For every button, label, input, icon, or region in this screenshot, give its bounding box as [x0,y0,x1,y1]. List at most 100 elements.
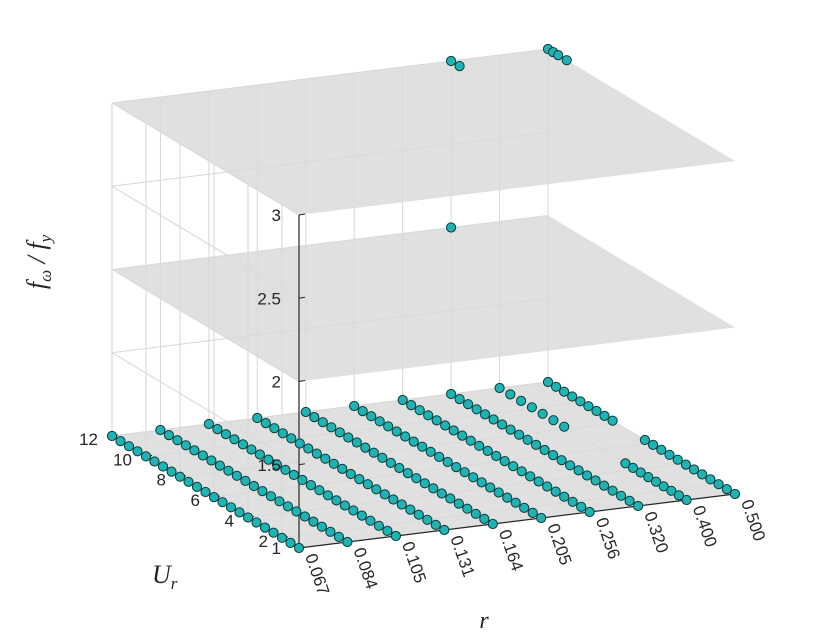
data-point [328,458,339,469]
data-point [320,453,331,464]
data-point [223,465,234,476]
data-point [280,464,291,475]
data-point [487,518,498,530]
data-point [713,479,724,490]
data-point [648,439,659,450]
data-point [584,506,595,518]
z-tick-label: 2 [272,373,281,392]
z-tick-mark [298,380,306,382]
data-point [305,480,316,491]
data-point [388,494,399,505]
z-tick-mark [298,296,306,299]
data-point [482,445,493,456]
data-point [251,517,262,528]
data-point [383,421,394,432]
z-tick-label: 3 [272,206,281,225]
data-point [582,470,593,481]
data-point [488,414,499,425]
data-point [590,475,601,486]
data-point [510,497,521,508]
data-point [559,421,570,432]
x-tick-label: 0.164 [495,527,527,573]
y-tick-label: 4 [225,511,234,530]
data-point [556,455,567,466]
data-point [502,492,513,503]
data-point [385,457,396,468]
y-tick-labels: 2 4 6 8 10 12 [79,430,268,551]
data-point [316,521,327,532]
data-point [559,491,570,502]
data-point [274,496,285,507]
data-point [345,468,356,480]
data-point [505,389,516,400]
data-point [459,467,470,478]
data-point [405,504,416,515]
data-point [334,427,345,438]
data-point [439,524,450,536]
data-point [664,449,675,460]
data-point [325,526,336,537]
data-point [396,499,407,510]
data-point [149,456,160,467]
data-point [639,434,651,446]
data-point [391,426,402,437]
data-point [531,439,542,450]
data-point [174,471,186,482]
data-point [533,476,544,487]
data-point [354,474,365,485]
data-point [607,415,618,426]
data-point [331,495,342,506]
data-point [470,508,481,519]
z-tick-label: 2.5 [257,289,281,308]
data-point [454,394,465,405]
data-point [445,493,456,504]
data-point [357,406,368,417]
data-point [183,476,194,487]
data-point [729,488,741,500]
data-point [269,423,280,434]
data-point [277,428,288,439]
data-point [468,472,479,483]
data-point [394,462,405,474]
data-point [260,418,271,429]
data-point [465,435,476,446]
data-point [440,420,451,431]
data-point [413,509,424,520]
data-point [446,55,457,67]
data-point [431,415,442,426]
data-point [462,503,473,514]
data-point [485,482,496,493]
data-point [463,399,474,410]
z-axis-label: fω / fy [22,234,55,289]
data-point [263,454,274,465]
data-point [436,488,447,499]
data-point [575,396,586,407]
y-tick-label: 2 [259,532,268,551]
data-point [519,502,530,513]
data-point [265,491,276,502]
data-point [537,408,548,419]
data-point [673,490,685,501]
data-point [225,502,237,513]
data-point [212,424,223,435]
data-point [672,454,683,465]
data-points [106,43,741,554]
data-point [356,510,367,521]
data-point [620,458,631,469]
data-point [616,490,627,501]
data-point [390,530,401,542]
data-point [721,484,732,495]
data-point [237,439,248,450]
data-point [491,450,502,462]
data-point [406,400,417,411]
data-point [382,525,393,537]
data-point [203,418,214,430]
data-point [414,405,425,416]
x-tick-label: 0.105 [398,539,430,585]
data-point [453,498,464,509]
data-point [231,470,242,481]
data-point [326,422,337,433]
data-point [627,462,639,473]
data-point [539,444,550,456]
